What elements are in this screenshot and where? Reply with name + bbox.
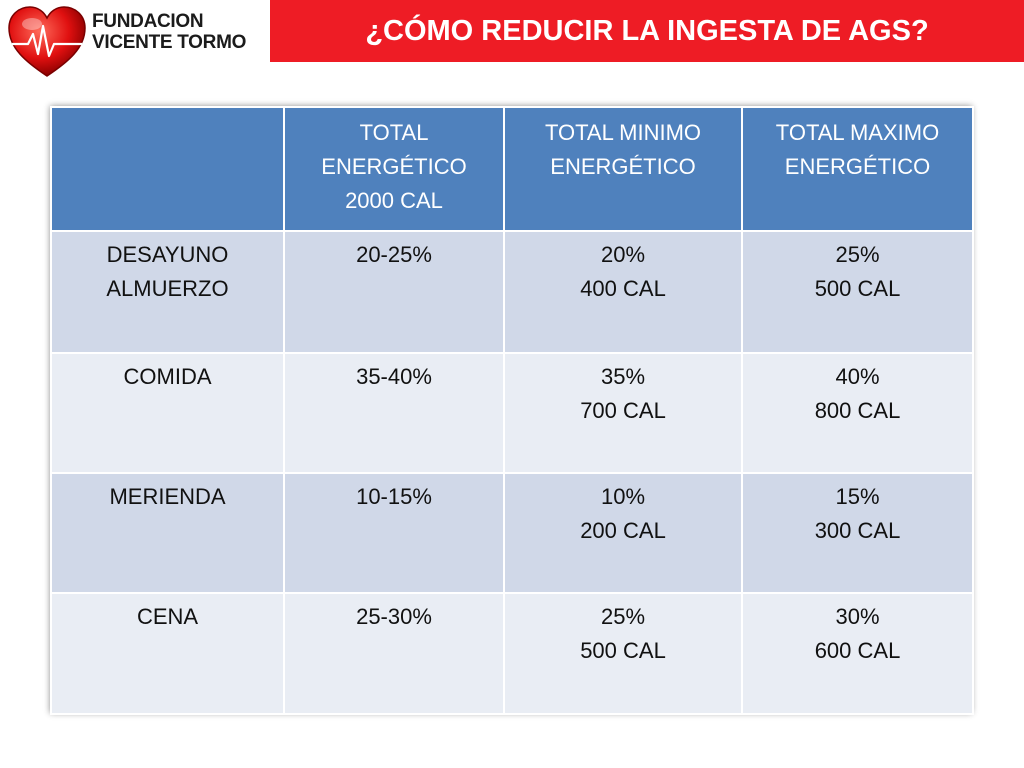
min-cell: 10% 200 CAL [503,472,743,594]
energy-table: TOTAL ENERGÉTICO 2000 CAL TOTAL MINIMO E… [50,106,974,715]
meal-cell: COMIDA [50,352,285,474]
meal-cell: MERIENDA [50,472,285,594]
header-cell-min: TOTAL MINIMO ENERGÉTICO [503,106,743,232]
logo-line-2: VICENTE TORMO [92,32,247,53]
heart-logo-icon [8,6,86,77]
meal-cell: DESAYUNO ALMUERZO [50,230,285,354]
table-row: COMIDA 35-40% 35% 700 CAL 40% 800 CAL [50,352,974,474]
header-cell-total: TOTAL ENERGÉTICO 2000 CAL [283,106,505,232]
max-cell: 40% 800 CAL [741,352,974,474]
max-cell: 15% 300 CAL [741,472,974,594]
range-cell: 25-30% [283,592,505,715]
range-cell: 20-25% [283,230,505,354]
table-row: MERIENDA 10-15% 10% 200 CAL 15% 300 CAL [50,472,974,594]
header-cell-max: TOTAL MAXIMO ENERGÉTICO [741,106,974,232]
min-cell: 25% 500 CAL [503,592,743,715]
logo-text: FUNDACION VICENTE TORMO [92,11,246,53]
table-row: CENA 25-30% 25% 500 CAL 30% 600 CAL [50,592,974,715]
meal-cell: CENA [50,592,285,715]
header-cell-empty [50,106,285,232]
slide-title: ¿CÓMO REDUCIR LA INGESTA DE AGS? [270,0,1024,62]
min-cell: 20% 400 CAL [503,230,743,354]
range-cell: 35-40% [283,352,505,474]
logo-line-1: FUNDACION [92,11,204,32]
max-cell: 30% 600 CAL [741,592,974,715]
logo: FUNDACION VICENTE TORMO [6,4,268,80]
table-row: DESAYUNO ALMUERZO 20-25% 20% 400 CAL 25%… [50,230,974,354]
range-cell: 10-15% [283,472,505,594]
min-cell: 35% 700 CAL [503,352,743,474]
table-header-row: TOTAL ENERGÉTICO 2000 CAL TOTAL MINIMO E… [50,106,974,232]
max-cell: 25% 500 CAL [741,230,974,354]
